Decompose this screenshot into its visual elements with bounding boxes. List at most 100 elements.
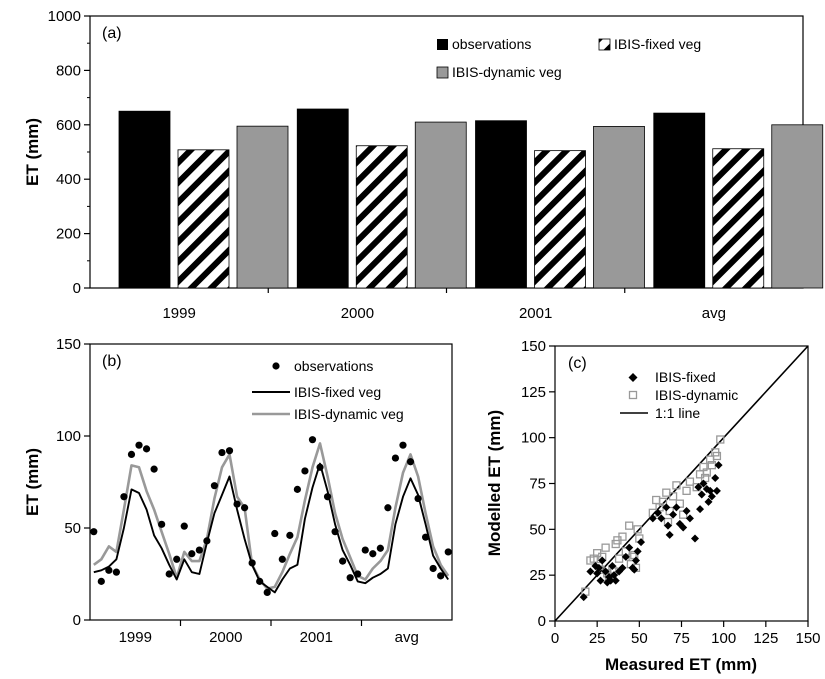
- observation-point: [120, 493, 128, 501]
- point-ibis-fixed: [685, 514, 694, 523]
- observation-point: [173, 555, 181, 563]
- legend-label-ibis-dynamic-veg: IBIS-dynamic veg: [294, 406, 404, 422]
- observation-point: [105, 566, 113, 574]
- observation-point: [90, 528, 98, 536]
- point-ibis-fixed: [625, 543, 634, 552]
- panel-b-observation-points: [90, 436, 452, 597]
- panel-c-scatter: (c) Modelled ET (mm) Measured ET (mm) 0 2…: [485, 338, 821, 674]
- panel-a-y-ticks: 0 200 400 600 800 1000: [48, 8, 90, 297]
- y-tick-label: 75: [529, 476, 546, 493]
- legend-marker-ibis-fixed: [628, 373, 638, 382]
- x-tick-label: 50: [631, 630, 648, 647]
- panel-b-label: (b): [102, 353, 122, 370]
- point-ibis-dynamic: [614, 554, 624, 563]
- panel-b-y-ticks: 0 50 100 150: [56, 336, 90, 629]
- point-ibis-fixed: [630, 565, 639, 574]
- point-ibis-dynamic: [712, 451, 722, 461]
- point-ibis-fixed: [704, 497, 713, 506]
- observation-point: [203, 537, 211, 545]
- legend-label-ibis-fixed-veg: IBIS-fixed veg: [294, 384, 381, 400]
- point-ibis-fixed: [586, 567, 595, 576]
- y-tick-label: 50: [64, 520, 81, 537]
- observation-point: [361, 546, 369, 554]
- observation-point: [225, 447, 234, 455]
- bar-ibis-fixed-veg: [177, 149, 230, 289]
- point-ibis-fixed: [707, 492, 716, 501]
- y-tick-label: 600: [56, 117, 81, 134]
- point-ibis-fixed: [712, 486, 721, 495]
- bar-ibis-dynamic-veg: [414, 121, 467, 289]
- y-tick-label: 1000: [48, 8, 81, 25]
- point-ibis-fixed: [714, 461, 723, 470]
- x-tick-label: 0: [551, 630, 559, 647]
- observation-point: [293, 485, 301, 493]
- observation-point: [263, 588, 271, 597]
- point-ibis-dynamic: [682, 486, 691, 495]
- observation-point: [316, 463, 324, 471]
- point-ibis-fixed: [665, 530, 674, 539]
- y-tick-label: 150: [521, 338, 546, 355]
- y-tick-label: 400: [56, 171, 81, 188]
- legend-marker-observations: [272, 362, 280, 370]
- series-line-ibis-fixed-veg: [93, 462, 449, 594]
- observation-point: [308, 436, 317, 444]
- observation-point: [301, 467, 309, 475]
- point-ibis-dynamic: [618, 532, 627, 541]
- y-tick-label: 25: [529, 567, 546, 584]
- panel-a-label: (a): [102, 25, 122, 42]
- point-ibis-dynamic: [668, 492, 678, 501]
- legend-swatch-ibis-dynamic-veg: [436, 66, 449, 79]
- panel-c-x-axis-label: Measured ET (mm): [605, 655, 757, 674]
- point-ibis-fixed: [669, 510, 678, 519]
- observation-point: [188, 550, 196, 558]
- point-ibis-fixed: [662, 503, 671, 512]
- observation-point: [248, 559, 256, 567]
- observation-point: [346, 574, 354, 582]
- observation-point: [158, 520, 166, 528]
- panel-b-series-lines: [93, 442, 450, 594]
- observation-point: [376, 544, 384, 552]
- point-ibis-fixed: [606, 576, 615, 585]
- legend-label-one-to-one: 1:1 line: [655, 405, 700, 421]
- y-tick-label: 150: [56, 336, 81, 353]
- point-ibis-fixed: [697, 490, 706, 499]
- observation-point: [331, 528, 339, 536]
- panel-a-x-tick-labels: 1999 2000 2001 avg: [162, 288, 726, 322]
- observation-point: [218, 448, 226, 457]
- observation-point: [429, 564, 437, 573]
- point-ibis-fixed: [621, 552, 630, 561]
- observation-point: [127, 450, 136, 458]
- legend-label-observations: observations: [452, 36, 531, 52]
- bar-ibis-dynamic-veg: [593, 126, 645, 289]
- point-ibis-dynamic: [633, 525, 642, 534]
- point-ibis-fixed: [601, 567, 610, 576]
- observation-point: [286, 531, 294, 539]
- panel-b-time-series: (b) ET (mm) 0 50 100 150 1999 2000 2001 avg ob…: [23, 336, 453, 646]
- point-ibis-fixed: [631, 556, 640, 565]
- panel-a-bars: [118, 108, 824, 289]
- observation-point: [97, 577, 105, 585]
- observation-point: [165, 570, 173, 578]
- observation-point: [422, 533, 430, 541]
- bar-observations: [475, 120, 527, 289]
- point-ibis-fixed: [579, 593, 588, 602]
- y-tick-label: 0: [73, 612, 81, 629]
- observation-point: [150, 465, 158, 473]
- point-ibis-fixed: [633, 547, 642, 556]
- observation-point: [233, 500, 241, 508]
- panel-c-y-axis-label: Modelled ET (mm): [485, 410, 504, 556]
- observation-point: [195, 546, 203, 554]
- point-ibis-dynamic: [662, 488, 671, 497]
- point-ibis-fixed: [696, 505, 705, 514]
- y-tick-label: 50: [529, 521, 546, 538]
- point-ibis-fixed: [690, 534, 699, 543]
- x-tick-label: 2001: [519, 305, 552, 322]
- panel-a-bar-chart: (a) ET (mm) 0 200 400 600 800 1000 1999 2000 20…: [23, 8, 824, 322]
- series-line-ibis-dynamic-veg: [93, 442, 450, 590]
- observation-point: [369, 550, 377, 558]
- observation-point: [323, 493, 332, 501]
- legend-label-ibis-dynamic: IBIS-dynamic: [655, 387, 738, 403]
- point-ibis-dynamic: [716, 435, 725, 444]
- observation-point: [135, 441, 143, 449]
